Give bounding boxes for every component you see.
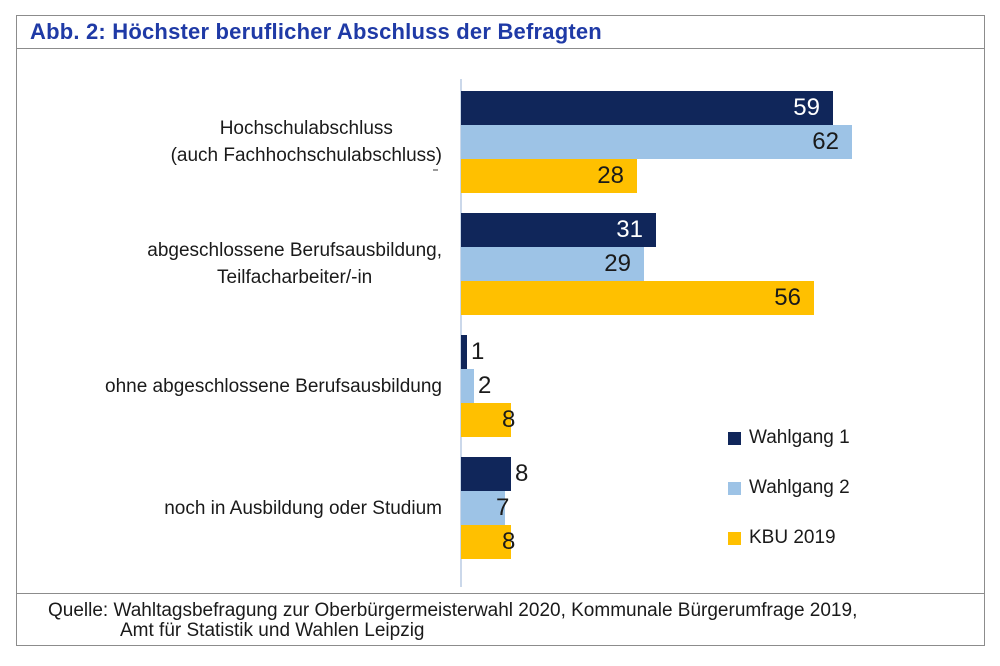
bar-wahlgang-1 — [461, 91, 833, 125]
bar-kbu-2019 — [461, 281, 814, 315]
stray-dash-mark — [433, 169, 438, 171]
bar-wahlgang-2 — [461, 369, 474, 403]
legend-label: KBU 2019 — [749, 527, 836, 548]
bar-value-label: 59 — [793, 94, 820, 121]
bar-kbu-2019 — [461, 403, 511, 437]
bar-value-label: 1 — [471, 338, 485, 365]
figure-title-bar: Abb. 2: Höchster beruflicher Abschluss d… — [17, 16, 984, 49]
legend-item-kbu-2019: KBU 2019 — [728, 527, 836, 549]
source-note: Quelle: Wahltagsbefragung zur Oberbürger… — [17, 593, 984, 647]
bar-value-label: 62 — [812, 128, 839, 155]
category-label-text: abgeschlossene Berufsausbildung, Teilfac… — [147, 240, 442, 288]
bar-value-label: 2 — [478, 372, 492, 399]
bar-kbu-2019 — [461, 159, 637, 193]
category-label: ohne abgeschlossene Berufsausbildung — [105, 335, 442, 437]
figure-title: Abb. 2: Höchster beruflicher Abschluss d… — [30, 19, 602, 44]
bar-wahlgang-1 — [461, 335, 467, 369]
category-label-text: ohne abgeschlossene Berufsausbildung — [105, 375, 442, 397]
category-label: Hochschulabschluss (auch Fachhochschulab… — [171, 91, 442, 193]
category-label: abgeschlossene Berufsausbildung, Teilfac… — [147, 213, 442, 315]
figure-frame: Abb. 2: Höchster beruflicher Abschluss d… — [16, 15, 985, 646]
source-line-1: Quelle: Wahltagsbefragung zur Oberbürger… — [48, 600, 858, 621]
legend-label: Wahlgang 1 — [749, 427, 850, 448]
category-label-text: noch in Ausbildung oder Studium — [164, 497, 442, 519]
bar-value-label: 31 — [616, 216, 643, 243]
legend-swatch-icon — [728, 431, 741, 445]
bar-value-label: 28 — [597, 162, 624, 189]
y-axis-line — [460, 79, 462, 587]
bar-value-label: 29 — [604, 250, 631, 277]
bar-value-label: 8 — [502, 528, 516, 555]
bar-wahlgang-1 — [461, 213, 656, 247]
legend-label: Wahlgang 2 — [749, 477, 850, 498]
bar-kbu-2019 — [461, 525, 511, 559]
bar-wahlgang-2 — [461, 125, 852, 159]
legend-swatch-icon — [728, 531, 741, 545]
bar-chart: Hochschulabschluss (auch Fachhochschulab… — [17, 49, 984, 592]
bar-wahlgang-2 — [461, 247, 644, 281]
legend-swatch-icon — [728, 481, 741, 495]
bar-wahlgang-1 — [461, 457, 511, 491]
bar-value-label: 8 — [502, 406, 516, 433]
source-line-2: Amt für Statistik und Wahlen Leipzig — [120, 620, 425, 641]
legend-item-wahlgang-1: Wahlgang 1 — [728, 427, 850, 449]
category-label-text: Hochschulabschluss (auch Fachhochschulab… — [170, 118, 442, 166]
category-label: noch in Ausbildung oder Studium — [164, 457, 442, 559]
bar-wahlgang-2 — [461, 491, 505, 525]
bar-value-label: 56 — [774, 284, 801, 311]
bar-value-label: 7 — [496, 494, 510, 521]
bar-value-label: 8 — [515, 460, 529, 487]
legend-item-wahlgang-2: Wahlgang 2 — [728, 477, 850, 499]
